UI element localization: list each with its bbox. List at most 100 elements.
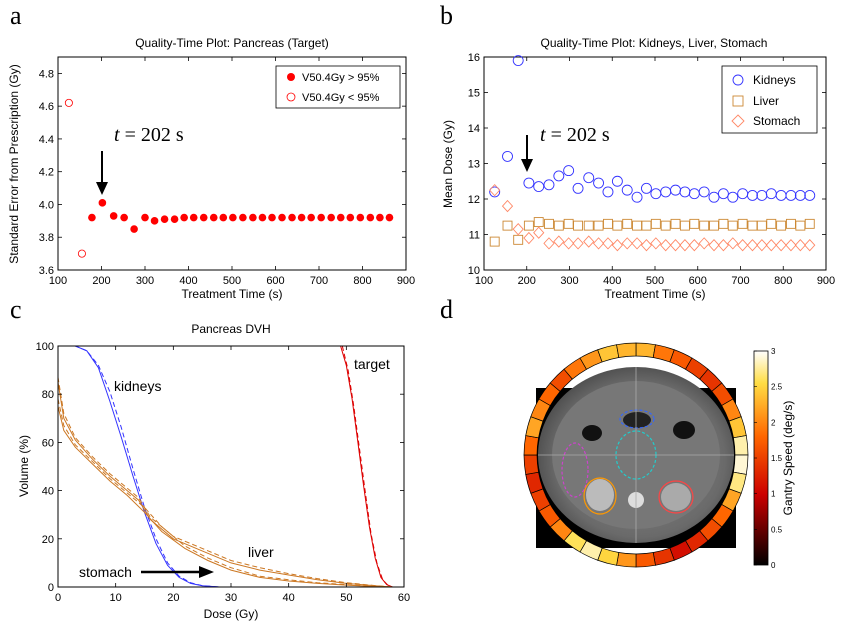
x-tick-label: 200	[92, 275, 110, 287]
gantry-ring-segment	[597, 344, 620, 363]
point-stomach	[602, 237, 614, 250]
label-kidneys: kidneys	[114, 378, 161, 394]
point-liver	[766, 218, 777, 229]
ct-air-right	[673, 421, 695, 439]
point-liver	[718, 218, 729, 229]
point-liver	[489, 236, 500, 247]
point-a-series0	[98, 199, 107, 207]
point-liver	[563, 218, 574, 229]
legend-marker-circle	[732, 74, 744, 86]
chart-d: 0 0.5 1 1.5 2 2.5 3 Gantry Speed (deg/s)	[523, 342, 795, 570]
point-kidneys	[765, 188, 777, 200]
point-liver	[689, 218, 700, 229]
point-kidneys	[794, 189, 806, 201]
point-liver	[650, 218, 661, 229]
chart-b-legend: Kidneys Liver Stomach	[721, 65, 818, 134]
legend-marker-open	[286, 92, 296, 102]
point-kidneys	[611, 175, 623, 187]
colorbar-tick-label: 1.5	[771, 454, 783, 463]
x-tick-label: 800	[353, 275, 371, 287]
point-liver	[756, 220, 767, 231]
point-kidneys	[593, 177, 605, 189]
point-kidneys	[631, 191, 643, 203]
chart-c-arrow-head	[199, 566, 214, 578]
panel-letter-b: b	[440, 1, 453, 30]
ct-kidney-left	[586, 479, 614, 511]
point-stomach	[794, 238, 806, 252]
chart-a-annotation: t = 202 s	[114, 124, 184, 146]
x-tick-label: 600	[266, 275, 284, 287]
chart-b-annotation: t = 202 s	[540, 124, 610, 146]
point-kidneys	[698, 186, 710, 198]
label-stomach: stomach	[79, 564, 132, 580]
chart-a-title: Quality-Time Plot: Pancreas (Target)	[135, 36, 329, 50]
point-kidneys	[583, 172, 595, 184]
point-liver	[785, 218, 796, 229]
y-tick-label: 10	[468, 265, 480, 277]
point-a-series0	[209, 213, 218, 222]
point-stomach	[669, 238, 682, 252]
y-tick-label: 12	[468, 194, 480, 206]
point-kidneys	[553, 170, 565, 182]
point-liver	[603, 218, 613, 229]
point-liver	[699, 220, 710, 231]
x-tick-label: 700	[731, 275, 749, 287]
point-liver	[670, 218, 681, 229]
point-a-series0	[307, 213, 315, 222]
x-tick-label: 0	[55, 592, 61, 604]
panel-letter-a: a	[10, 1, 22, 30]
point-a-series0	[249, 213, 257, 222]
ct-image	[538, 367, 734, 543]
point-stomach	[640, 238, 653, 252]
point-stomach	[512, 223, 524, 236]
gantry-ring-segment	[652, 547, 675, 566]
colorbar-tick-label: 3	[771, 347, 776, 356]
y-tick-label: 60	[42, 437, 54, 449]
point-stomach	[688, 238, 700, 252]
point-liver	[632, 220, 642, 231]
point-kidneys	[747, 189, 758, 201]
point-a-series0	[120, 213, 128, 222]
point-liver	[737, 218, 748, 229]
point-kidneys	[533, 181, 545, 193]
ct-air-left	[582, 425, 602, 441]
point-a-series0	[239, 213, 247, 222]
point-stomach	[489, 183, 501, 197]
x-tick-label: 10	[110, 592, 122, 604]
dvh-line-kidneys-dashed	[58, 345, 220, 588]
gantry-ring-segment	[635, 342, 656, 358]
point-kidneys	[572, 182, 584, 194]
point-a-series0	[366, 213, 375, 222]
annot-a-t: t	[114, 124, 120, 146]
point-liver	[544, 218, 554, 229]
point-liver	[523, 220, 534, 231]
point-kidneys	[717, 188, 729, 200]
dvh-line-target-dashed	[341, 345, 393, 588]
point-a-series0	[130, 225, 138, 233]
point-liver	[660, 220, 671, 231]
chart-b-ylabel: Mean Dose (Gy)	[441, 120, 455, 208]
point-liver	[583, 220, 594, 231]
point-a-series0	[219, 213, 228, 222]
point-a-series0	[268, 213, 276, 222]
point-a-series0	[150, 217, 159, 225]
point-a-series0	[160, 215, 169, 224]
x-tick-label: 20	[167, 592, 179, 604]
gantry-ring-segment	[616, 552, 637, 568]
point-liver	[804, 218, 815, 229]
panel-letter-c: c	[10, 295, 22, 324]
y-tick-label: 4.2	[39, 167, 54, 179]
point-liver	[553, 220, 564, 231]
point-kidneys	[775, 189, 787, 201]
point-kidneys	[727, 191, 739, 203]
point-stomach	[572, 237, 584, 250]
point-a-series0	[109, 212, 118, 220]
point-stomach	[708, 238, 720, 252]
y-tick-label: 16	[468, 52, 480, 64]
point-liver	[513, 234, 524, 245]
chart-b-arrow-head	[521, 159, 533, 172]
y-tick-label: 4.8	[39, 68, 54, 80]
legend-b-3: Stomach	[753, 114, 800, 128]
point-stomach	[804, 238, 816, 252]
